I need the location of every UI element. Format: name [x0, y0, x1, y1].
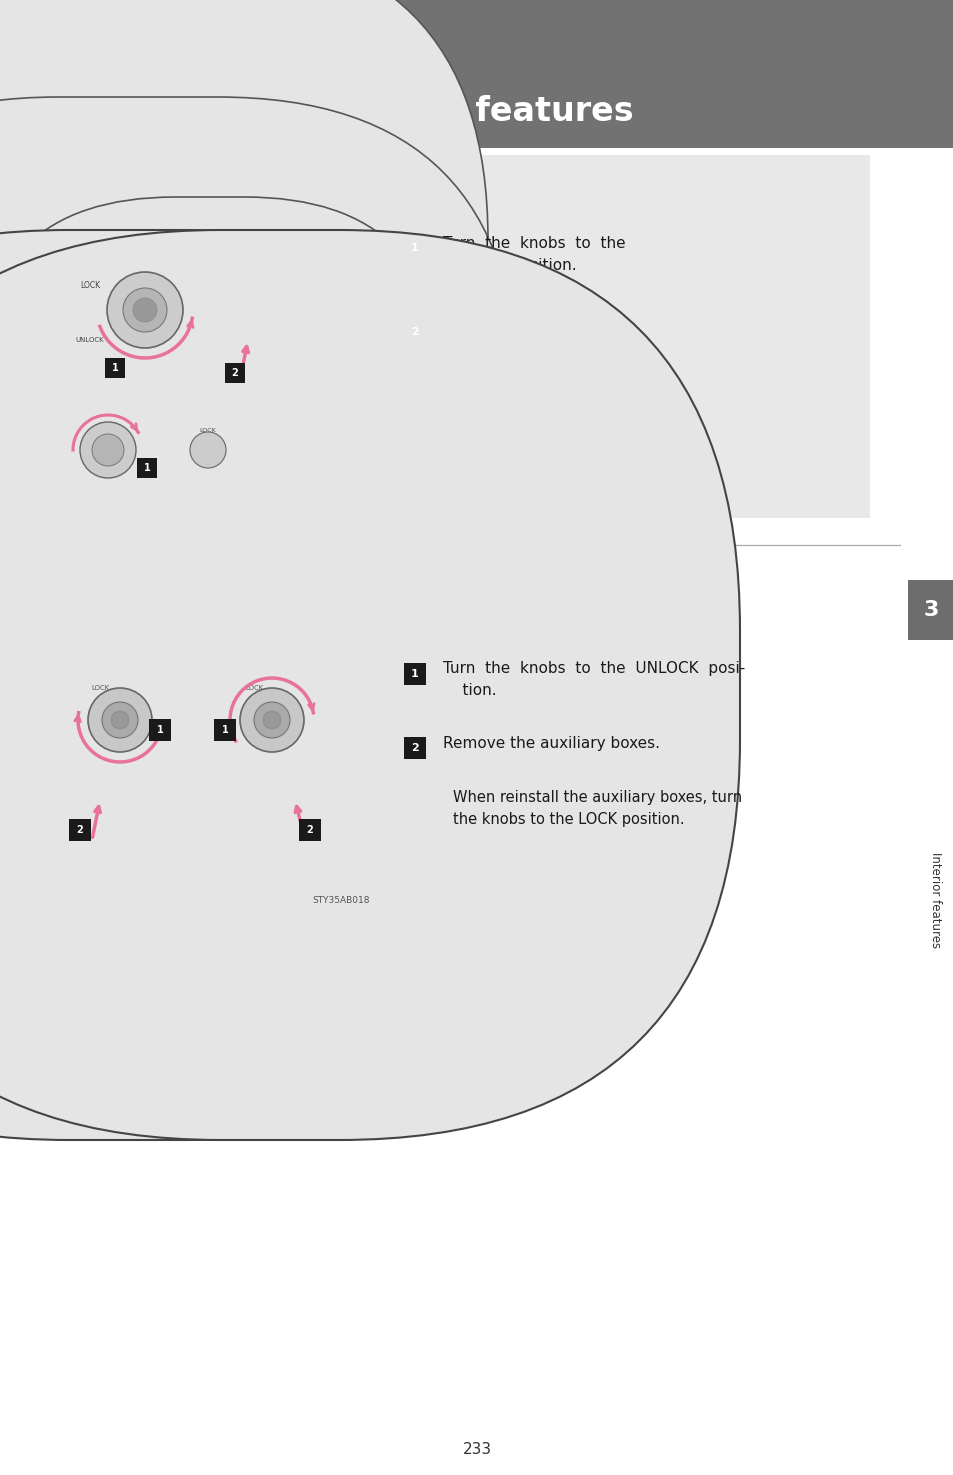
Text: 2: 2	[411, 743, 418, 754]
Text: 2: 2	[411, 327, 418, 336]
Text: LOCK: LOCK	[91, 684, 109, 690]
Text: LOCK: LOCK	[80, 280, 100, 289]
Circle shape	[253, 702, 290, 738]
Text: UNLOCK: UNLOCK	[75, 336, 104, 344]
Text: After lowering the deck board,
turn  the  knobs  to  the  LOCK
position.: After lowering the deck board, turn the …	[453, 370, 675, 428]
FancyBboxPatch shape	[0, 0, 488, 670]
Circle shape	[88, 687, 152, 752]
Text: ■Removing the auxiliary boxes: ■Removing the auxiliary boxes	[30, 590, 323, 608]
Circle shape	[91, 434, 124, 466]
Text: UNLOCK: UNLOCK	[196, 457, 219, 463]
Circle shape	[263, 711, 281, 729]
FancyBboxPatch shape	[69, 819, 91, 841]
FancyBboxPatch shape	[907, 580, 953, 640]
Text: 1: 1	[156, 726, 163, 735]
FancyBboxPatch shape	[225, 363, 245, 384]
FancyBboxPatch shape	[57, 659, 375, 900]
Circle shape	[123, 288, 167, 332]
Text: 2: 2	[306, 825, 313, 835]
Text: 3: 3	[923, 600, 938, 620]
Text: 1: 1	[144, 463, 151, 473]
Circle shape	[111, 711, 129, 729]
Text: LOCK: LOCK	[246, 684, 264, 690]
FancyBboxPatch shape	[61, 664, 371, 895]
Text: 233: 233	[462, 1443, 491, 1457]
FancyBboxPatch shape	[213, 718, 235, 740]
Text: 1: 1	[411, 670, 418, 678]
Circle shape	[107, 271, 183, 348]
FancyBboxPatch shape	[105, 358, 125, 378]
Circle shape	[132, 298, 157, 322]
Text: Remove the auxiliary boxes.: Remove the auxiliary boxes.	[442, 736, 659, 751]
Text: STY52AB035: STY52AB035	[333, 499, 390, 507]
Text: 1: 1	[112, 363, 118, 373]
Text: Turn  the  knobs  to  the
UNLOCK position.: Turn the knobs to the UNLOCK position.	[442, 236, 625, 273]
FancyBboxPatch shape	[298, 819, 320, 841]
FancyBboxPatch shape	[54, 224, 391, 496]
FancyBboxPatch shape	[30, 155, 869, 518]
FancyBboxPatch shape	[403, 662, 426, 684]
Text: The auxiliary boxes can be removed by following the procedure below.: The auxiliary boxes can be removed by fo…	[56, 625, 573, 642]
Text: 3-5. Other interior features: 3-5. Other interior features	[37, 50, 272, 65]
FancyBboxPatch shape	[50, 220, 395, 500]
FancyBboxPatch shape	[0, 230, 587, 1140]
FancyBboxPatch shape	[0, 198, 444, 681]
FancyBboxPatch shape	[149, 718, 171, 740]
Text: Turn  the  knobs  to  the  UNLOCK  posi-
    tion.: Turn the knobs to the UNLOCK posi- tion.	[442, 661, 744, 698]
FancyBboxPatch shape	[403, 237, 426, 260]
Text: Lift the deck board.: Lift the deck board.	[442, 320, 592, 335]
FancyBboxPatch shape	[403, 322, 426, 344]
Circle shape	[102, 702, 138, 738]
Text: 2: 2	[232, 367, 238, 378]
FancyBboxPatch shape	[0, 97, 517, 782]
Text: Luggage compartment features: Luggage compartment features	[37, 96, 633, 128]
Circle shape	[80, 422, 136, 478]
FancyBboxPatch shape	[0, 0, 953, 148]
Text: LOCK: LOCK	[199, 428, 216, 432]
Text: 1: 1	[411, 243, 418, 254]
Circle shape	[190, 432, 226, 468]
Text: 1: 1	[221, 726, 228, 735]
Text: When reinstall the auxiliary boxes, turn
the knobs to the LOCK position.: When reinstall the auxiliary boxes, turn…	[453, 791, 741, 826]
FancyBboxPatch shape	[137, 459, 157, 478]
Text: Interior features: Interior features	[927, 853, 941, 948]
FancyBboxPatch shape	[403, 738, 426, 760]
FancyBboxPatch shape	[0, 230, 740, 1140]
Text: ■ Auxiliary boxes: ■ Auxiliary boxes	[48, 184, 226, 202]
Text: STY35AB018: STY35AB018	[313, 895, 370, 906]
Text: 2: 2	[76, 825, 83, 835]
Circle shape	[240, 687, 304, 752]
